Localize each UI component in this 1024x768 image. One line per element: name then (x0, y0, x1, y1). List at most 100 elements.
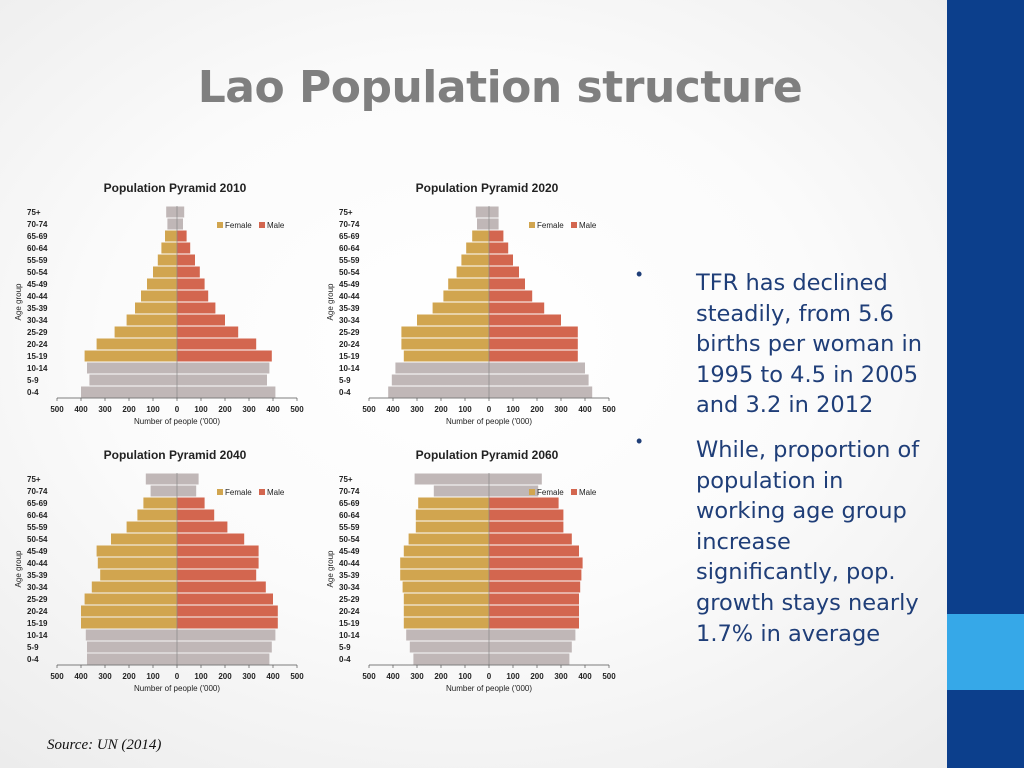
age-group-label: 55-59 (339, 523, 360, 532)
x-tick-label: 100 (146, 405, 160, 414)
female-bar (114, 326, 177, 338)
female-bar (415, 509, 489, 521)
bullet-list: • TFR has declined steadily, from 5.6 bi… (630, 264, 930, 663)
male-bar (489, 521, 564, 533)
female-bar (97, 557, 177, 569)
legend-label-male: Male (267, 221, 285, 230)
x-tick-label: 400 (74, 405, 88, 414)
chart-title: Population Pyramid 2010 (104, 181, 247, 195)
male-bar (177, 497, 205, 509)
male-bar (489, 617, 579, 629)
age-group-label: 65-69 (27, 232, 48, 241)
male-bar (489, 497, 559, 509)
male-bar (177, 605, 278, 617)
legend-label-male: Male (579, 488, 597, 497)
age-group-label: 0-4 (27, 388, 39, 397)
age-group-label: 60-64 (27, 511, 48, 520)
age-group-label: 35-39 (339, 304, 360, 313)
legend-swatch-female (217, 222, 223, 228)
chart-title: Population Pyramid 2020 (416, 181, 559, 195)
age-group-label: 75+ (339, 475, 353, 484)
age-group-label: 5-9 (27, 376, 39, 385)
female-bar (167, 218, 177, 230)
age-group-label: 30-34 (27, 316, 48, 325)
male-bar (177, 485, 197, 497)
age-group-label: 5-9 (339, 643, 351, 652)
female-bar (137, 509, 177, 521)
bullet-text: While, proportion of population in worki… (696, 436, 920, 647)
female-bar (403, 593, 489, 605)
male-bar (177, 302, 216, 314)
male-bar (489, 362, 585, 374)
male-bar (489, 593, 579, 605)
legend-label-male: Male (579, 221, 597, 230)
female-bar (403, 605, 489, 617)
male-bar (177, 230, 187, 242)
female-bar (403, 545, 489, 557)
x-tick-label: 400 (266, 672, 280, 681)
legend-label-female: Female (537, 221, 564, 230)
male-bar (489, 374, 589, 386)
age-group-label: 50-54 (27, 268, 48, 277)
age-group-label: 40-44 (339, 559, 360, 568)
male-bar (177, 254, 195, 266)
male-bar (489, 302, 545, 314)
age-group-label: 30-34 (339, 316, 360, 325)
age-group-label: 10-14 (27, 364, 48, 373)
male-bar (489, 509, 564, 521)
x-tick-label: 0 (175, 405, 180, 414)
pyramid-chart-2040: Population Pyramid 2040 Age group 75+ 70-74… (10, 443, 310, 693)
female-bar (100, 569, 177, 581)
age-group-label: 45-49 (27, 547, 48, 556)
age-group-label: 55-59 (27, 523, 48, 532)
age-group-label: 60-64 (339, 244, 360, 253)
age-group-label: 25-29 (27, 595, 48, 604)
age-group-label: 75+ (27, 475, 41, 484)
age-group-label: 0-4 (27, 655, 39, 664)
female-bar (415, 521, 489, 533)
x-tick-label: 100 (194, 405, 208, 414)
bullet-item: • TFR has declined steadily, from 5.6 bi… (630, 264, 930, 421)
female-bar (388, 386, 489, 398)
female-bar (401, 338, 489, 350)
pyramid-svg-2040: Population Pyramid 2040 Age group 75+ 70-74… (14, 448, 304, 693)
male-bar (489, 485, 539, 497)
legend-label-female: Female (225, 488, 252, 497)
x-tick-label: 400 (578, 405, 592, 414)
pyramid-chart-2020: Population Pyramid 2020 Age group 75+ 70-74… (322, 176, 622, 426)
pyramid-chart-2010: Population Pyramid 2010 Age group 75+ 70-74… (10, 176, 310, 426)
legend-swatch-male (571, 489, 577, 495)
x-tick-label: 100 (506, 672, 520, 681)
age-group-label: 60-64 (27, 244, 48, 253)
male-bar (489, 266, 519, 278)
male-bar (489, 386, 593, 398)
age-group-label: 0-4 (339, 388, 351, 397)
x-tick-label: 100 (506, 405, 520, 414)
x-tick-label: 100 (458, 672, 472, 681)
age-group-label: 65-69 (339, 232, 360, 241)
x-tick-label: 200 (434, 672, 448, 681)
female-bar (135, 302, 177, 314)
slide-title: Lao Population structure (197, 62, 803, 113)
age-group-label: 25-29 (339, 595, 360, 604)
age-group-label: 45-49 (339, 280, 360, 289)
age-group-label: 60-64 (339, 511, 360, 520)
pyramid-svg-2060: Population Pyramid 2060 Age group 75+ 70-74… (326, 448, 616, 693)
age-group-label: 20-24 (339, 607, 360, 616)
female-bar (161, 242, 177, 254)
age-group-label: 10-14 (339, 364, 360, 373)
female-bar (84, 350, 177, 362)
male-bar (177, 473, 199, 485)
x-tick-label: 500 (602, 405, 616, 414)
male-bar (177, 653, 270, 665)
female-bar (391, 374, 489, 386)
age-group-label: 55-59 (27, 256, 48, 265)
age-group-label: 70-74 (27, 220, 48, 229)
age-group-label: 50-54 (339, 535, 360, 544)
source-citation: Source: UN (2014) (47, 737, 162, 753)
age-group-label: 40-44 (27, 559, 48, 568)
age-group-label: 40-44 (27, 292, 48, 301)
female-bar (81, 386, 177, 398)
x-tick-label: 500 (50, 672, 64, 681)
female-bar (472, 230, 489, 242)
